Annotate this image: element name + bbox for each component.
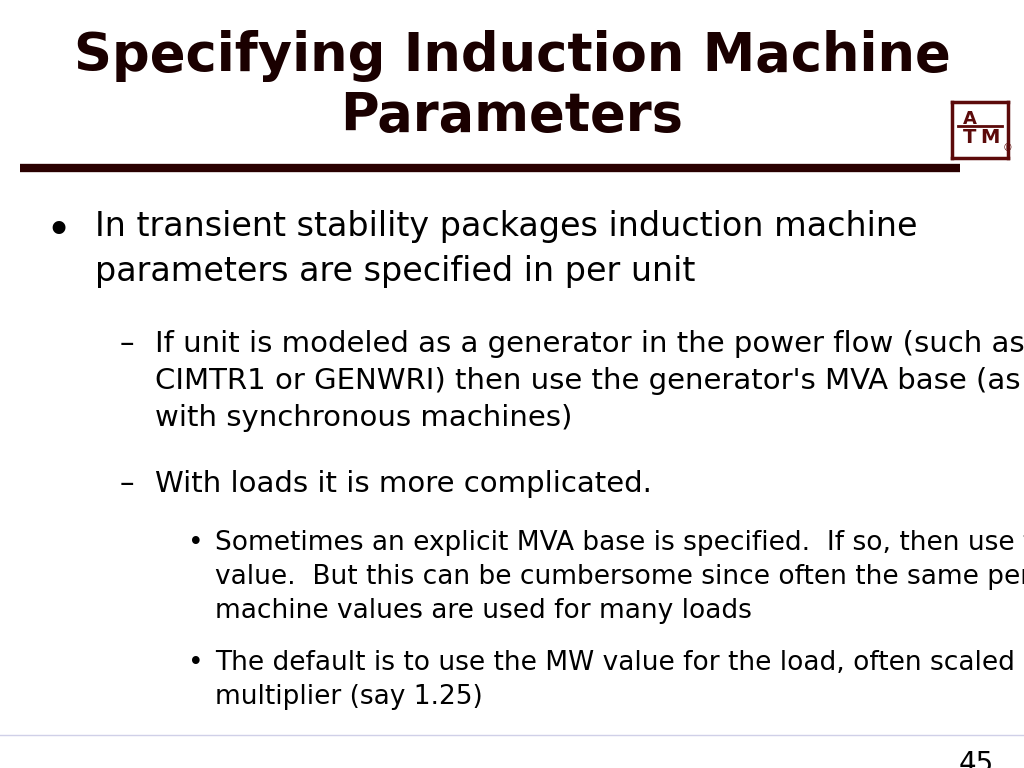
Text: •: •	[188, 650, 204, 676]
Text: If unit is modeled as a generator in the power flow (such as
CIMTR1 or GENWRI) t: If unit is modeled as a generator in the…	[155, 330, 1024, 432]
Text: 45: 45	[958, 750, 994, 768]
Text: A: A	[963, 110, 977, 128]
Text: M: M	[980, 128, 999, 147]
Text: •: •	[188, 530, 204, 556]
Text: The default is to use the MW value for the load, often scaled by a
multiplier (s: The default is to use the MW value for t…	[215, 650, 1024, 710]
Text: With loads it is more complicated.: With loads it is more complicated.	[155, 470, 652, 498]
Text: –: –	[120, 470, 134, 498]
Text: In transient stability packages induction machine
parameters are specified in pe: In transient stability packages inductio…	[95, 210, 918, 288]
Text: •: •	[45, 210, 71, 253]
Text: T: T	[964, 128, 977, 147]
Text: –: –	[120, 330, 134, 358]
Text: Sometimes an explicit MVA base is specified.  If so, then use this
value.  But t: Sometimes an explicit MVA base is specif…	[215, 530, 1024, 624]
Text: ®: ®	[1002, 143, 1012, 153]
Text: Specifying Induction Machine
Parameters: Specifying Induction Machine Parameters	[74, 30, 950, 142]
